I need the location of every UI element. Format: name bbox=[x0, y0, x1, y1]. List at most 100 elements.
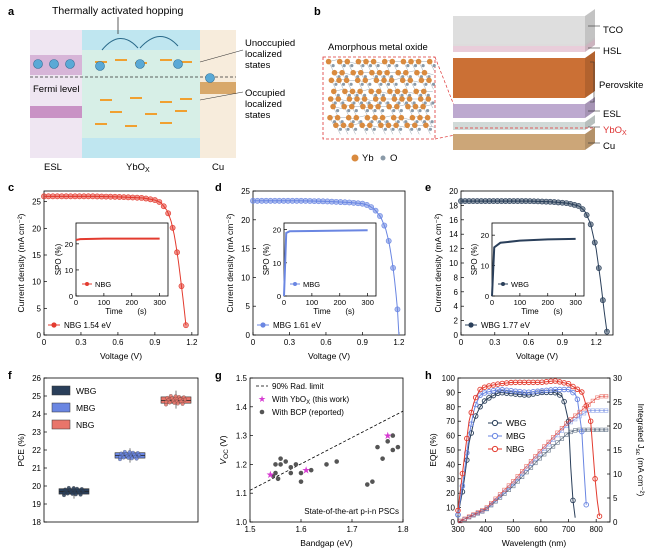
svg-text:localized: localized bbox=[245, 49, 282, 60]
o-atom bbox=[377, 120, 382, 124]
this-work-star: ★ bbox=[383, 431, 392, 442]
y-tick-label: 18 bbox=[32, 518, 41, 527]
o-atom bbox=[359, 120, 363, 124]
jv-point bbox=[394, 306, 401, 313]
yb-atom bbox=[420, 103, 426, 110]
o-atom bbox=[385, 120, 389, 124]
y-tick-label: 14 bbox=[449, 230, 458, 239]
eqe-curve bbox=[457, 380, 600, 517]
jsc-point bbox=[520, 469, 525, 474]
jsc-point bbox=[497, 492, 503, 497]
eqe-point bbox=[561, 398, 567, 405]
yb-atom bbox=[372, 96, 379, 102]
y-tick-label: 20 bbox=[65, 240, 73, 249]
eqe-point bbox=[468, 409, 475, 416]
yb-atom bbox=[331, 88, 337, 95]
svg-text:Cu: Cu bbox=[212, 162, 224, 173]
panel-letter-h: h bbox=[425, 370, 432, 382]
o-atom bbox=[336, 109, 340, 113]
x-tick-label: 300 bbox=[451, 525, 465, 534]
yb-atom bbox=[354, 77, 361, 84]
o-atom bbox=[374, 75, 378, 79]
o-atom bbox=[341, 82, 346, 86]
o-atom bbox=[332, 120, 337, 124]
inset-legend-marker bbox=[85, 282, 89, 286]
yb-atom bbox=[394, 88, 401, 95]
jsc-point bbox=[511, 481, 516, 486]
legend-label: 90% Rad. limit bbox=[272, 382, 324, 391]
reported-point bbox=[308, 467, 314, 473]
yb-atom bbox=[380, 96, 387, 102]
o-atom bbox=[359, 101, 364, 105]
y-tick-label: 10 bbox=[241, 273, 250, 282]
data-point bbox=[118, 455, 123, 459]
yb-atom bbox=[327, 114, 333, 121]
legend-label: With YbOX (this work) bbox=[272, 395, 350, 406]
jv-point bbox=[160, 203, 167, 210]
reported-point bbox=[273, 462, 278, 467]
o-atom bbox=[350, 64, 354, 68]
y-tick-label: 50 bbox=[446, 446, 455, 455]
reported-point bbox=[275, 476, 281, 482]
o-atom bbox=[370, 120, 374, 124]
yb-atom bbox=[394, 103, 400, 110]
x-tick-label: 100 bbox=[514, 298, 527, 307]
y-tick-label: 8 bbox=[454, 273, 459, 282]
panel-letter-f: f bbox=[8, 370, 12, 382]
y-axis-label: Current density (mA cm⁻²) bbox=[16, 213, 26, 312]
jv-point bbox=[591, 239, 598, 246]
spo-inset: 0 100 200 300 0 10 20 Time (s) SPO (%) MBG bbox=[262, 222, 377, 316]
eqe-point bbox=[472, 394, 479, 401]
legend-label: WBG bbox=[506, 418, 526, 428]
jsc-point bbox=[480, 508, 485, 513]
jsc-point bbox=[546, 439, 551, 445]
x-tick-label: 0.3 bbox=[75, 338, 87, 347]
reported-point bbox=[288, 470, 294, 476]
reported-point bbox=[390, 447, 396, 453]
eqe-point bbox=[565, 381, 572, 387]
o-atom bbox=[422, 120, 427, 124]
jsc-point bbox=[533, 454, 538, 459]
o-atom bbox=[392, 109, 396, 113]
y2-axis-label: Integrated Jsc (mA cm⁻²) bbox=[634, 404, 646, 497]
x-tick-label: 1.2 bbox=[393, 338, 405, 347]
y-tick-label: 0 bbox=[37, 331, 42, 340]
spo-curve bbox=[491, 237, 576, 297]
jsc-point bbox=[568, 429, 573, 435]
stack-layer bbox=[453, 51, 595, 98]
eqe-point bbox=[592, 476, 598, 482]
spo-curve bbox=[75, 237, 160, 241]
o-atom bbox=[334, 82, 338, 86]
x-tick-label: 0 bbox=[490, 298, 494, 307]
o-atom bbox=[336, 93, 340, 97]
y-tick-label: 80 bbox=[446, 403, 455, 412]
y-axis-unit: (V) bbox=[218, 435, 228, 449]
o-atom bbox=[397, 101, 401, 105]
yb-atom bbox=[405, 103, 411, 110]
jsc-point bbox=[515, 479, 520, 484]
stack-top bbox=[453, 97, 595, 104]
yb-atom bbox=[375, 103, 381, 110]
o-atom bbox=[333, 101, 337, 105]
y-tick-label: 6 bbox=[454, 288, 459, 297]
inset-x-label: Time bbox=[521, 307, 539, 316]
y-tick-label: 0 bbox=[277, 292, 281, 301]
x-tick-label: 0 bbox=[459, 338, 464, 347]
yb-atom bbox=[334, 114, 341, 121]
o-atom bbox=[426, 93, 430, 97]
y2-text: Integrated J bbox=[636, 404, 646, 449]
y2-tick-label: 5 bbox=[613, 494, 618, 503]
jsc-point bbox=[604, 427, 609, 432]
o-atom bbox=[417, 127, 421, 131]
inset-bg bbox=[284, 223, 376, 296]
eqe-point bbox=[596, 513, 603, 519]
o-atom bbox=[361, 64, 365, 68]
y-tick-label: 90 bbox=[446, 388, 455, 397]
panel-a-band-diagram: Thermally activated hopping Unoccupied l… bbox=[30, 5, 295, 174]
x-tick-label: 200 bbox=[541, 298, 554, 307]
yb-atom bbox=[335, 96, 342, 102]
jsc-point bbox=[520, 474, 525, 479]
electron bbox=[95, 61, 105, 71]
y-tick-label: 16 bbox=[449, 216, 458, 225]
jsc-point bbox=[506, 483, 511, 488]
